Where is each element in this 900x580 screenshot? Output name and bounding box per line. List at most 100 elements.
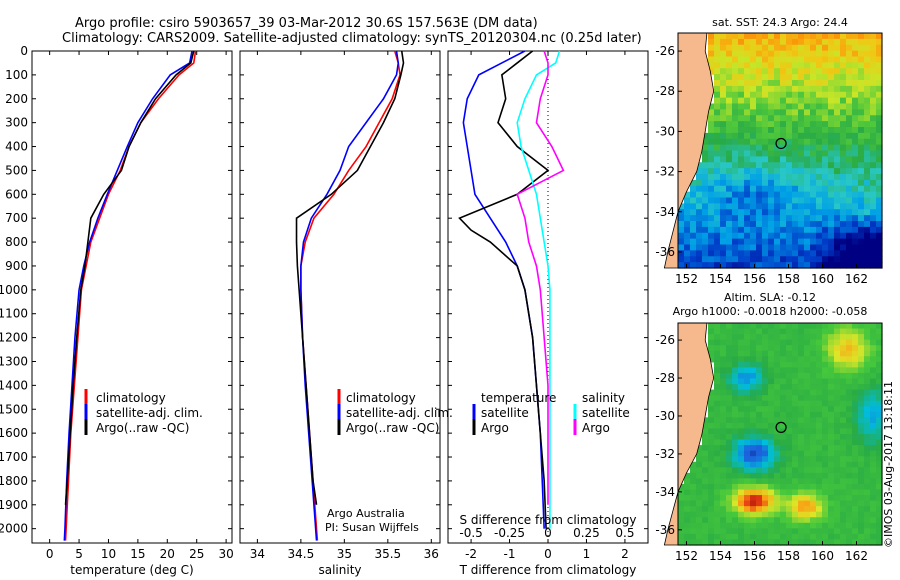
map-cell [792, 162, 799, 169]
map-cell [798, 80, 805, 87]
map-cell [714, 489, 721, 496]
map-cell [852, 262, 859, 269]
map-cell [870, 528, 877, 535]
map-cell [822, 138, 829, 146]
map-cell [696, 197, 703, 204]
map-cell [804, 439, 811, 446]
legend-salinity-title: salinity [582, 391, 625, 405]
map-cell [774, 91, 781, 99]
map-cell [864, 500, 871, 507]
map-cell [876, 339, 883, 346]
map-cell [732, 517, 739, 524]
map-cell [684, 495, 691, 502]
map-cell [738, 517, 745, 524]
map-cell [822, 367, 829, 374]
map-cell [828, 467, 835, 474]
map-cell [876, 221, 883, 228]
map-cell [864, 203, 871, 210]
map-cell [786, 372, 793, 380]
map-cell [834, 406, 841, 413]
map-cell [840, 132, 847, 140]
map-cell [870, 539, 877, 546]
map-cell [792, 50, 799, 58]
map-cell [720, 168, 727, 175]
map-cell [768, 80, 775, 87]
map-cell [828, 483, 835, 491]
map-cell [822, 434, 829, 441]
map-cell [834, 68, 841, 75]
map-cell [810, 44, 817, 52]
x-tick-label: 0 [46, 547, 54, 561]
map-cell [738, 328, 745, 335]
map-cell [864, 68, 871, 75]
map-cell [864, 162, 871, 169]
map-cell [828, 179, 835, 187]
map-cell [870, 500, 877, 507]
map-cell [858, 450, 865, 457]
map-cell [852, 62, 859, 69]
map-cell [768, 138, 775, 146]
map-cell [804, 215, 811, 222]
map-cell [870, 262, 877, 269]
map-cell [732, 500, 739, 507]
map-cell [726, 339, 733, 346]
map-cell [732, 209, 739, 216]
map-cell [816, 121, 823, 128]
map-cell [702, 203, 709, 210]
map-cell [870, 506, 877, 513]
map-cell [804, 533, 811, 541]
map-cell [786, 262, 793, 269]
map-cell [774, 539, 781, 546]
map-cell [810, 168, 817, 175]
map-cell [768, 238, 775, 246]
map-cell [714, 511, 721, 518]
map-cell [858, 127, 865, 134]
map-cell [756, 144, 763, 152]
map-cell [762, 103, 769, 110]
map-cell [762, 215, 769, 222]
map-cell [876, 506, 883, 513]
map-cell [822, 450, 829, 457]
map-cell [732, 495, 739, 502]
map-cell [876, 461, 883, 468]
map-cell [810, 144, 817, 152]
map-cell [852, 372, 859, 380]
map-cell [786, 179, 793, 187]
y-tick-label: -30 [655, 409, 675, 423]
map-cell [810, 97, 817, 105]
map-cell [726, 384, 733, 391]
map-cell [696, 511, 703, 518]
map-cell [744, 232, 751, 240]
map-cell [816, 62, 823, 69]
map-cell [732, 450, 739, 457]
map-cell [858, 517, 865, 524]
map-cell [846, 422, 853, 430]
map-cell [846, 33, 853, 40]
map-cell [810, 361, 817, 368]
map-cell [804, 345, 811, 352]
map-cell [870, 389, 877, 396]
map-cell [792, 97, 799, 105]
map-cell [816, 44, 823, 52]
map-cell [732, 339, 739, 346]
map-cell [858, 91, 865, 99]
map-cell [696, 238, 703, 246]
map-cell [714, 517, 721, 524]
map-cell [726, 350, 733, 357]
map-cell [792, 103, 799, 110]
map-cell [870, 127, 877, 134]
map-cell [768, 44, 775, 52]
map-cell [792, 395, 799, 402]
map-cell [684, 522, 691, 529]
map-cell [852, 127, 859, 134]
map-cell [738, 91, 745, 99]
map-cell [870, 345, 877, 352]
map-cell [810, 262, 817, 269]
map-cell [822, 209, 829, 216]
map-cell [768, 33, 775, 40]
map-cell [762, 345, 769, 352]
map-cell [714, 68, 721, 75]
map-cell [726, 356, 733, 363]
map-cell [804, 97, 811, 105]
map-cell [756, 138, 763, 146]
